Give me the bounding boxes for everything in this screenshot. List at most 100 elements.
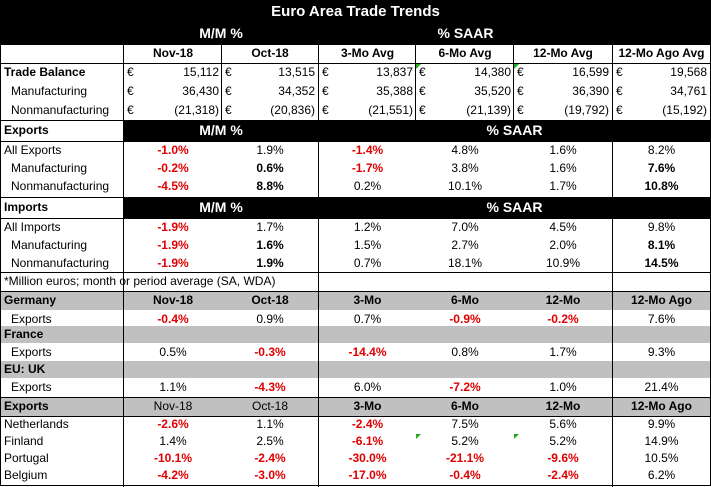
currency-symbol: € <box>127 84 134 98</box>
grid-line <box>1 416 710 417</box>
exports-value-12mo-ago: 7.6% <box>647 161 676 175</box>
imports-value-3mo: 1.5% <box>353 238 382 252</box>
exports-value-nov18: -4.5% <box>157 179 189 193</box>
country-exports-label: Exports <box>11 312 52 326</box>
imports-value-nov18: -1.9% <box>157 256 189 270</box>
export-country-value-6mo: 5.2% <box>451 434 479 448</box>
trade-value-3mo: 35,388 <box>376 84 413 98</box>
country-name: EU: UK <box>4 362 46 376</box>
currency-symbol: € <box>127 103 134 117</box>
exports-value-12mo: 1.6% <box>549 161 577 175</box>
imports-value-oct18: 1.7% <box>256 220 284 234</box>
export-country-row: Finland 1.4% 2.5% -6.1% 5.2% 5.2% 14.9% <box>1 433 710 450</box>
col-6mo: 6-Mo Avg <box>438 46 492 60</box>
country-value-oct18: 0.9% <box>256 312 284 326</box>
export-country-row: Netherlands -2.6% 1.1% -2.4% 7.5% 5.6% 9.9% <box>1 416 710 433</box>
trade-value-6mo: 35,520 <box>474 84 511 98</box>
grid-line <box>1 272 710 273</box>
grid-line <box>1 291 710 292</box>
exports-value-6mo: 10.1% <box>447 179 483 193</box>
trade-row: Manufacturing €36,430 €34,352 €35,388 €35,52… <box>1 82 710 101</box>
export-country-row: Portugal -10.1% -2.4% -30.0% -21.1% -9.6% 10.5… <box>1 450 710 467</box>
export-country-value-oct18: 1.1% <box>256 417 284 431</box>
imports-value-6mo: 7.0% <box>451 220 479 234</box>
ec-col-nov18: Nov-18 <box>153 399 193 413</box>
trade-value-12mo-ago: (15,192) <box>662 103 707 117</box>
exports-row-label: All Exports <box>4 143 62 157</box>
imports-value-12mo-ago: 9.8% <box>647 220 676 234</box>
grid-line <box>1 141 710 142</box>
grid-line <box>1 197 710 198</box>
grid-line <box>1 397 710 398</box>
country-exports-label: Exports <box>11 345 52 359</box>
imports-row: Manufacturing -1.9% 1.6% 1.5% 2.7% 2.0% 8.1% <box>1 236 710 254</box>
currency-symbol: € <box>225 84 232 98</box>
trade-row: Nonmanufacturing € (21,318) € (20,836) € (21,5… <box>1 101 710 120</box>
exports-saar-header: % SAAR <box>319 120 710 141</box>
country-exports-row: Exports 1.1% -4.3% 6.0% -7.2% 1.0% 21.4% <box>1 378 710 396</box>
grid-line <box>513 44 514 120</box>
currency-symbol: € <box>517 103 524 117</box>
grid-line <box>415 44 416 120</box>
exports-value-6mo: 4.8% <box>451 143 479 157</box>
country-value-12mo-ago: 9.3% <box>647 345 676 359</box>
country-value-3mo: -14.4% <box>348 345 387 359</box>
country-header-row: Germany Nov-18 Oct-18 3-Mo 6-Mo 12-Mo 12… <box>1 291 710 310</box>
exports-row: All Exports -1.0% 1.9% -1.4% 4.8% 1.6% 8.2% <box>1 141 710 159</box>
country-value-6mo: 0.8% <box>451 345 479 359</box>
trade-value-12mo-ago: 34,761 <box>670 84 707 98</box>
export-country-value-3mo: -30.0% <box>348 451 387 465</box>
country-col-nov18: Nov-18 <box>152 293 193 307</box>
imports-saar-header: % SAAR <box>319 197 710 218</box>
exports-value-6mo: 3.8% <box>451 161 479 175</box>
comment-marker-icon <box>514 434 519 439</box>
export-country-label: Finland <box>4 434 44 448</box>
country-value-12mo: -0.2% <box>547 312 579 326</box>
exports-value-12mo-ago: 8.2% <box>647 143 676 157</box>
trade-value-nov18: 36,430 <box>182 84 219 98</box>
currency-symbol: € <box>322 103 329 117</box>
country-name-row: France <box>1 326 710 343</box>
country-exports-label: Exports <box>11 380 52 394</box>
currency-symbol: € <box>616 65 623 79</box>
grid-line <box>612 291 613 487</box>
country-col-12mo-ago: 12-Mo Ago <box>631 293 692 307</box>
export-country-label: Portugal <box>4 451 49 465</box>
trade-value-12mo: 36,390 <box>572 84 609 98</box>
exports-value-3mo: -1.4% <box>351 143 384 157</box>
exports-value-12mo: 1.7% <box>549 179 577 193</box>
imports-value-6mo: 18.1% <box>447 256 483 270</box>
export-country-value-12mo: 5.6% <box>549 417 577 431</box>
export-country-value-12mo-ago: 9.9% <box>647 417 676 431</box>
imports-row-label: All Imports <box>4 220 61 234</box>
currency-symbol: € <box>225 65 232 79</box>
export-country-label: Netherlands <box>4 417 69 431</box>
country-value-12mo: 1.0% <box>549 380 577 394</box>
currency-symbol: € <box>322 65 329 79</box>
col-nov18: Nov-18 <box>152 46 193 60</box>
imports-value-3mo: 0.7% <box>353 256 382 270</box>
ec-col-6mo: 6-Mo <box>451 399 479 413</box>
export-country-value-nov18: -4.2% <box>157 468 189 482</box>
grid-line <box>1 218 710 219</box>
trade-row-label: Nonmanufacturing <box>11 103 110 117</box>
mm-header: M/M % <box>199 25 243 41</box>
grid-line <box>1 63 710 64</box>
saar-header: % SAAR <box>437 25 494 41</box>
country-value-12mo: 1.7% <box>549 345 577 359</box>
trade-value-nov18: 15,112 <box>183 65 219 79</box>
export-country-value-12mo: -2.4% <box>547 468 579 482</box>
footnote: *Million euros; month or period average … <box>4 274 276 288</box>
country-exports-row: Exports -0.4% 0.9% 0.7% -0.9% -0.2% 7.6% <box>1 310 710 328</box>
trade-row-label: Manufacturing <box>11 84 88 98</box>
title-row: Euro Area Trade Trends <box>1 1 710 23</box>
imports-value-12mo: 4.5% <box>549 220 577 234</box>
exports-section-label: Exports <box>1 120 124 141</box>
export-country-value-12mo-ago: 10.5% <box>644 451 679 465</box>
country-name: France <box>4 327 44 341</box>
country-value-12mo-ago: 7.6% <box>647 312 676 326</box>
grid-line <box>318 291 319 487</box>
country-col-12mo: 12-Mo <box>545 293 581 307</box>
exports-value-3mo: -1.7% <box>351 161 384 175</box>
country-value-nov18: 1.1% <box>159 380 187 394</box>
